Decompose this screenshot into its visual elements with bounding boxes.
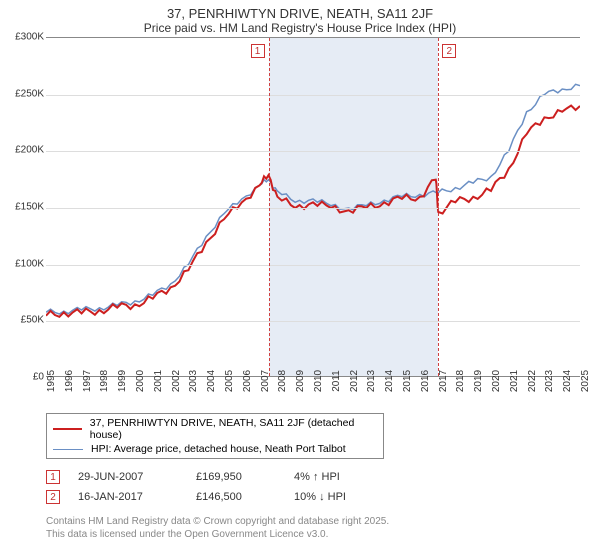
x-tick-label: 2020 — [491, 370, 502, 392]
y-tick-label: £100K — [15, 258, 44, 269]
footer-attribution: Contains HM Land Registry data © Crown c… — [46, 515, 600, 541]
sale-price: £169,950 — [196, 471, 276, 483]
x-tick-label: 2004 — [206, 370, 217, 392]
y-tick-label: £50K — [21, 315, 44, 326]
footer-line2: This data is licensed under the Open Gov… — [46, 528, 600, 541]
y-axis: £0£50K£100K£150K£200K£250K£300K — [10, 37, 46, 377]
sale-date: 16-JAN-2017 — [78, 491, 178, 503]
y-gridline — [46, 265, 580, 266]
x-tick-label: 2017 — [438, 370, 449, 392]
y-tick-label: £150K — [15, 202, 44, 213]
sale-hpi-diff: 10% ↓ HPI — [294, 491, 394, 503]
x-tick-label: 2000 — [135, 370, 146, 392]
sale-marker-box: 1 — [251, 44, 265, 58]
x-tick-label: 2003 — [188, 370, 199, 392]
x-tick-label: 2019 — [473, 370, 484, 392]
x-tick-label: 2023 — [544, 370, 555, 392]
sale-marker-box: 2 — [442, 44, 456, 58]
x-tick-label: 2021 — [509, 370, 520, 392]
y-tick-label: £300K — [15, 32, 44, 43]
x-tick-label: 2002 — [171, 370, 182, 392]
sale-row: 1 29-JUN-2007 £169,950 4% ↑ HPI — [46, 467, 600, 487]
sales-table: 1 29-JUN-2007 £169,950 4% ↑ HPI 2 16-JAN-2017… — [46, 467, 600, 507]
x-tick-label: 2015 — [402, 370, 413, 392]
y-gridline — [46, 208, 580, 209]
chart-title-sub: Price paid vs. HM Land Registry's House … — [0, 21, 600, 35]
x-axis: 1995199619971998199920002001200220032004… — [46, 377, 580, 407]
x-tick-label: 2025 — [580, 370, 591, 392]
sale-marker-line — [269, 38, 270, 376]
plot-region: 12 — [46, 37, 580, 377]
legend-swatch — [53, 428, 82, 430]
chart-title-address: 37, PENRHIWTYN DRIVE, NEATH, SA11 2JF — [0, 6, 600, 21]
legend-label: 37, PENRHIWTYN DRIVE, NEATH, SA11 2JF (d… — [90, 417, 377, 441]
sale-marker-line — [438, 38, 439, 376]
y-gridline — [46, 321, 580, 322]
series-hpi — [46, 84, 580, 314]
x-tick-label: 1995 — [46, 370, 57, 392]
y-tick-label: £200K — [15, 145, 44, 156]
sale-hpi-diff: 4% ↑ HPI — [294, 471, 394, 483]
x-tick-label: 1997 — [82, 370, 93, 392]
sale-date: 29-JUN-2007 — [78, 471, 178, 483]
y-tick-label: £250K — [15, 88, 44, 99]
y-gridline — [46, 95, 580, 96]
legend-row: HPI: Average price, detached house, Neat… — [53, 442, 377, 456]
y-gridline — [46, 151, 580, 152]
x-tick-label: 2009 — [295, 370, 306, 392]
sale-marker-ref: 2 — [46, 490, 60, 504]
x-tick-label: 2001 — [153, 370, 164, 392]
x-tick-label: 2013 — [366, 370, 377, 392]
x-tick-label: 2016 — [420, 370, 431, 392]
x-tick-label: 2007 — [260, 370, 271, 392]
x-tick-label: 2024 — [562, 370, 573, 392]
x-tick-label: 2011 — [331, 370, 342, 392]
y-tick-label: £0 — [33, 372, 44, 383]
x-tick-label: 1998 — [99, 370, 110, 392]
x-tick-label: 2018 — [455, 370, 466, 392]
legend-label: HPI: Average price, detached house, Neat… — [91, 443, 346, 455]
sale-row: 2 16-JAN-2017 £146,500 10% ↓ HPI — [46, 487, 600, 507]
x-tick-label: 2006 — [242, 370, 253, 392]
sale-marker-ref: 1 — [46, 470, 60, 484]
legend-swatch — [53, 449, 83, 450]
series-property — [46, 106, 580, 317]
x-tick-label: 2005 — [224, 370, 235, 392]
legend-row: 37, PENRHIWTYN DRIVE, NEATH, SA11 2JF (d… — [53, 416, 377, 442]
x-tick-label: 2022 — [527, 370, 538, 392]
x-tick-label: 2008 — [277, 370, 288, 392]
x-tick-label: 1996 — [64, 370, 75, 392]
chart-area: £0£50K£100K£150K£200K£250K£300K 12 19951… — [10, 37, 580, 397]
x-tick-label: 2010 — [313, 370, 324, 392]
x-tick-label: 2014 — [384, 370, 395, 392]
sale-price: £146,500 — [196, 491, 276, 503]
legend: 37, PENRHIWTYN DRIVE, NEATH, SA11 2JF (d… — [46, 413, 384, 459]
x-tick-label: 2012 — [349, 370, 360, 392]
x-tick-label: 1999 — [117, 370, 128, 392]
footer-line1: Contains HM Land Registry data © Crown c… — [46, 515, 600, 528]
